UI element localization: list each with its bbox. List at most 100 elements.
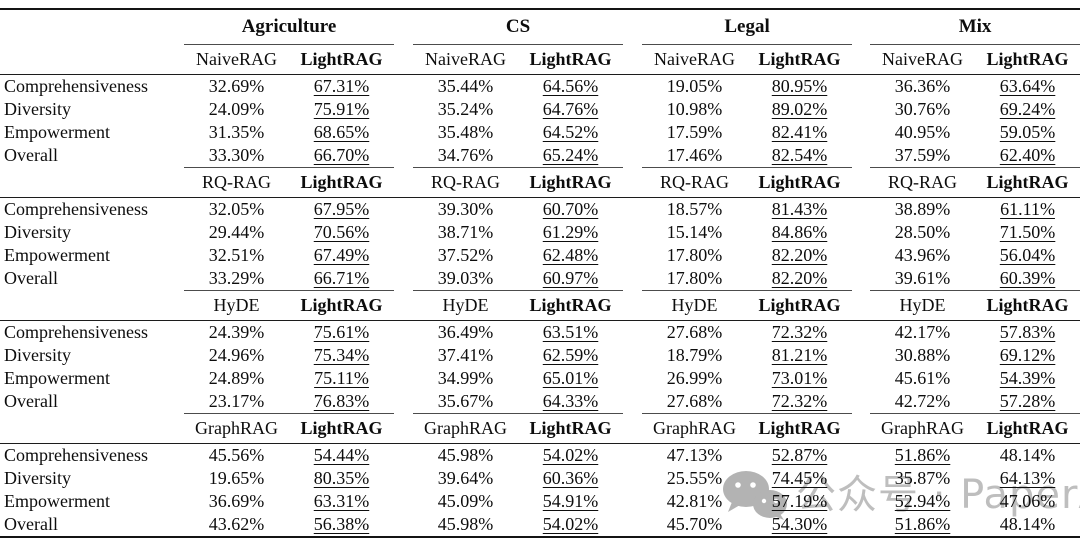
- method-header-lightrag: LightRAG: [975, 44, 1080, 75]
- baseline-value: 45.56%: [208, 445, 265, 465]
- column-gap: [852, 121, 870, 144]
- lightrag-value: 63.51%: [542, 322, 599, 342]
- table-row: Empowerment 36.69% 63.31% 45.09% 54.91% 42.81…: [0, 490, 1080, 513]
- column-gap: [623, 290, 643, 321]
- lightrag-value: 80.95%: [771, 76, 828, 96]
- column-gap: [623, 9, 642, 45]
- lightrag-value: 72.32%: [771, 391, 828, 411]
- table-row: Overall 33.29% 66.71% 39.03% 60.97% 17.80% 82.…: [0, 267, 1080, 291]
- column-gap: [623, 121, 642, 144]
- method-header-baseline: NaiveRAG: [870, 44, 976, 75]
- column-gap: [623, 75, 642, 99]
- baseline-value: 27.68%: [666, 391, 723, 411]
- table-row: Overall 33.30% 66.70% 34.76% 65.24% 17.46% 82.…: [0, 144, 1080, 168]
- baseline-value: 36.36%: [894, 76, 951, 96]
- metric-label: Diversity: [4, 468, 71, 488]
- baseline-value: 33.30%: [208, 145, 265, 165]
- metric-label: Comprehensiveness: [4, 199, 148, 219]
- baseline-value: 39.03%: [437, 268, 494, 288]
- column-gap: [394, 121, 413, 144]
- lightrag-value: 80.35%: [313, 468, 370, 488]
- baseline-value: 23.17%: [208, 391, 265, 411]
- lightrag-value: 64.52%: [542, 122, 599, 142]
- baseline-value: 42.81%: [666, 491, 723, 511]
- baseline-value: 35.48%: [437, 122, 494, 142]
- method-header-baseline: GraphRAG: [642, 413, 748, 444]
- method-header-baseline: NaiveRAG: [413, 44, 519, 75]
- method-header-lightrag: LightRAG: [518, 413, 624, 444]
- lightrag-value: 60.70%: [542, 199, 599, 219]
- column-gap: [623, 144, 642, 168]
- table-row: Comprehensiveness 32.05% 67.95% 39.30% 60.70…: [0, 198, 1080, 222]
- method-header-lightrag: LightRAG: [518, 290, 624, 321]
- method-header-baseline: RQ-RAG: [870, 167, 976, 198]
- column-gap: [852, 367, 870, 390]
- metric-label: Empowerment: [4, 491, 110, 511]
- metric-label: Empowerment: [4, 368, 110, 388]
- lightrag-value: 76.83%: [313, 391, 370, 411]
- column-gap: [394, 75, 413, 99]
- baseline-value: 37.59%: [894, 145, 951, 165]
- domain-header-agriculture: Agriculture: [184, 9, 395, 45]
- lightrag-value: 54.39%: [999, 368, 1056, 388]
- table-row: Diversity 24.09% 75.91% 35.24% 64.76% 10.98% 8…: [0, 98, 1080, 121]
- lightrag-value: 67.31%: [313, 76, 370, 96]
- lightrag-value: 57.83%: [999, 322, 1056, 342]
- column-gap: [623, 513, 643, 538]
- table-row: Overall 43.62% 56.38% 45.98% 54.02% 45.70% 54.…: [0, 513, 1080, 538]
- metric-label: Comprehensiveness: [4, 322, 148, 342]
- method-header-lightrag: LightRAG: [747, 44, 853, 75]
- lightrag-value: 71.50%: [999, 222, 1056, 242]
- method-header-baseline: GraphRAG: [413, 413, 519, 444]
- baseline-value: 43.62%: [184, 513, 289, 538]
- column-gap: [852, 413, 871, 444]
- lightrag-value: 64.33%: [542, 391, 599, 411]
- column-gap: [852, 267, 870, 291]
- results-table: Agriculture CS Legal Mix NaiveRAG LightRAG Nai…: [0, 8, 1080, 538]
- metric-label: Comprehensiveness: [4, 445, 148, 465]
- metric-label: Diversity: [4, 345, 71, 365]
- lightrag-value: 63.64%: [999, 76, 1056, 96]
- method-header-lightrag: LightRAG: [747, 167, 853, 198]
- lightrag-value: 54.02%: [542, 445, 599, 465]
- baseline-value: 24.96%: [208, 345, 265, 365]
- lightrag-value: 60.36%: [542, 468, 599, 488]
- column-gap: [394, 167, 414, 198]
- lightrag-value: 66.71%: [313, 268, 370, 288]
- lightrag-value: 82.20%: [771, 245, 828, 265]
- lightrag-value: 61.29%: [542, 222, 599, 242]
- lightrag-value: 82.54%: [771, 145, 828, 165]
- method-header-row: HyDE LightRAG HyDE LightRAG HyDE LightRAG HyDE…: [0, 290, 1080, 321]
- metric-label: Overall: [4, 145, 58, 166]
- column-gap: [852, 198, 870, 222]
- column-gap: [394, 444, 413, 468]
- baseline-value: 36.49%: [437, 322, 494, 342]
- column-gap: [394, 321, 413, 345]
- table-row: Empowerment 24.89% 75.11% 34.99% 65.01% 26.99…: [0, 367, 1080, 390]
- column-gap: [852, 44, 871, 75]
- lightrag-value: 61.11%: [1000, 199, 1055, 219]
- column-gap: [394, 467, 413, 490]
- baseline-value: 37.41%: [437, 345, 494, 365]
- lightrag-value: 82.20%: [771, 268, 828, 288]
- method-header-blank: [0, 413, 184, 444]
- method-header-baseline: GraphRAG: [870, 413, 976, 444]
- baseline-value: 17.46%: [666, 145, 723, 165]
- column-gap: [852, 513, 871, 538]
- baseline-value: 17.80%: [666, 268, 723, 288]
- method-header-lightrag: LightRAG: [289, 167, 395, 198]
- lightrag-value: 52.87%: [771, 445, 828, 465]
- column-gap: [852, 75, 870, 99]
- baseline-value: 10.98%: [666, 99, 723, 119]
- lightrag-value: 66.70%: [313, 145, 370, 165]
- lightrag-value: 75.91%: [313, 99, 370, 119]
- baseline-value: 15.14%: [666, 222, 723, 242]
- baseline-value: 43.96%: [894, 245, 951, 265]
- column-gap: [623, 444, 642, 468]
- baseline-value: 35.24%: [437, 99, 494, 119]
- column-gap: [852, 244, 870, 267]
- lightrag-value: 75.11%: [314, 368, 369, 388]
- lightrag-value: 48.14%: [999, 445, 1056, 465]
- baseline-value: 33.29%: [208, 268, 265, 288]
- baseline-value: 42.72%: [894, 391, 951, 411]
